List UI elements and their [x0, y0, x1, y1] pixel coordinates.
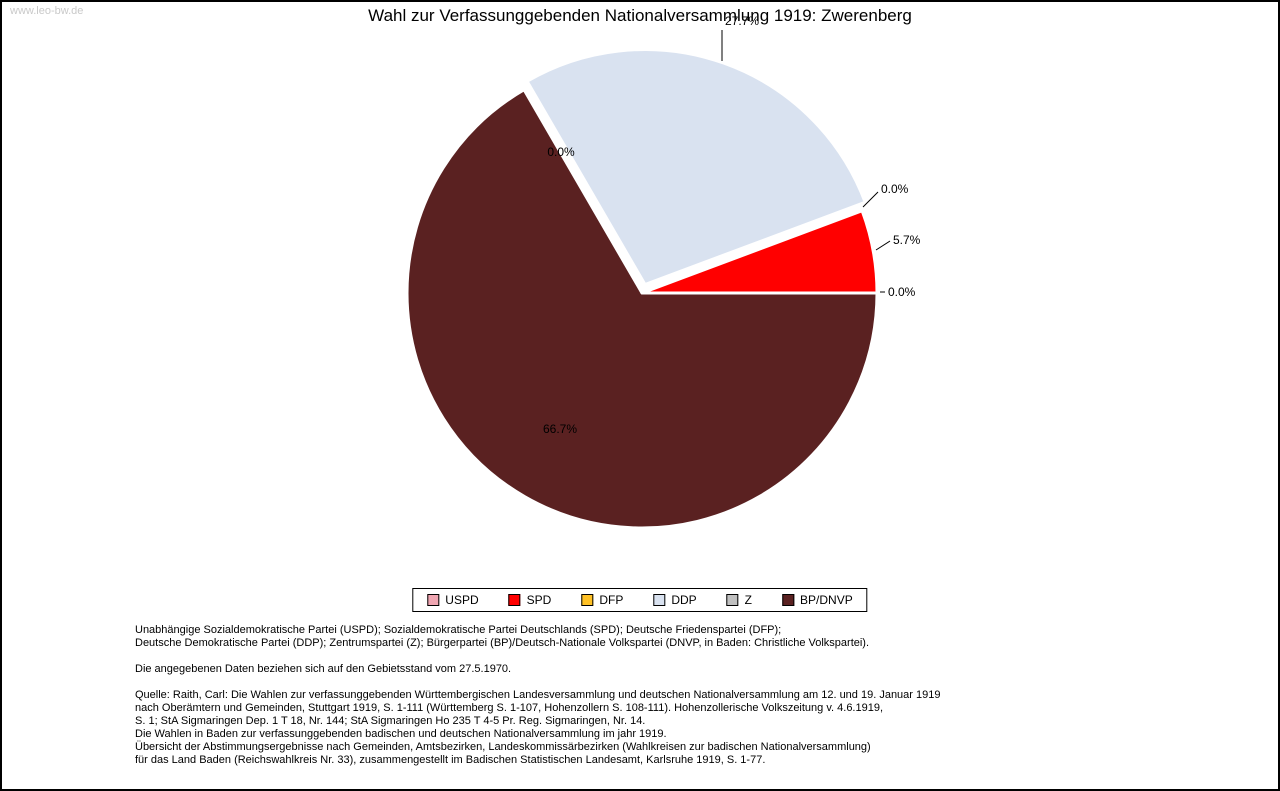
legend-label: Z: [744, 593, 753, 607]
slice-label-uspd: 0.0%: [888, 285, 916, 299]
slice-label-dfp: 0.0%: [881, 182, 909, 196]
source-citation: Quelle: Raith, Carl: Die Wahlen zur verf…: [135, 689, 941, 767]
legend-item-uspd: USPD: [427, 593, 479, 607]
label-leader-line: [862, 191, 879, 208]
slice-label-bp-dnvp: 66.7%: [543, 422, 577, 436]
legend-swatch-icon: [427, 594, 440, 606]
pie-slice-ddp: [525, 48, 867, 287]
legend-label: DDP: [671, 593, 697, 607]
legend-item-ddp: DDP: [653, 593, 697, 607]
note-line: Unabhängige Sozialdemokratische Partei (…: [135, 624, 782, 636]
legend-label: SPD: [526, 593, 552, 607]
slice-label-ddp: 27.7%: [725, 14, 759, 28]
legend-label: DFP: [599, 593, 624, 607]
legend-item-spd: SPD: [508, 593, 552, 607]
party-abbreviation-note: Unabhängige Sozialdemokratische Partei (…: [135, 624, 869, 650]
note-line: nach Oberämtern und Gemeinden, Stuttgart…: [135, 702, 884, 714]
legend-label: BP/DNVP: [800, 593, 853, 607]
note-line: Deutsche Demokratische Partei (DDP); Zen…: [135, 637, 870, 649]
pie-slice-bp-dnvp: [405, 88, 879, 530]
pie-chart: 0.0% 5.7% 0.0% 27.7% 0.0% 66.7%: [405, 14, 921, 530]
note-line: Quelle: Raith, Carl: Die Wahlen zur verf…: [135, 689, 941, 701]
legend-swatch-icon: [653, 594, 666, 606]
note-line: S. 1; StA Sigmaringen Dep. 1 T 18, Nr. 1…: [135, 715, 646, 727]
label-leader-line: [875, 240, 891, 251]
slice-label-z: 0.0%: [547, 145, 575, 159]
legend-swatch-icon: [726, 594, 739, 606]
legend-item-dfp: DFP: [581, 593, 623, 607]
chart-title: Wahl zur Verfassunggebenden Nationalvers…: [368, 6, 912, 25]
legend-item-z: Z: [726, 593, 753, 607]
chart-legend: USPD SPD DFP DDP Z BP/DNVP: [412, 588, 868, 612]
legend-item-bp-dnvp: BP/DNVP: [782, 593, 853, 607]
legend-swatch-icon: [782, 594, 795, 606]
note-line: Die Wahlen in Baden zur verfassunggebend…: [135, 728, 667, 740]
slice-label-spd: 5.7%: [893, 233, 921, 247]
note-line: Übersicht der Abstimmungsergebnisse nach…: [135, 741, 871, 753]
legend-swatch-icon: [581, 594, 594, 606]
legend-swatch-icon: [508, 594, 521, 606]
note-line: für das Land Baden (Reichswahlkreis Nr. …: [135, 754, 766, 766]
territorial-basis-note: Die angegebenen Daten beziehen sich auf …: [135, 663, 512, 675]
legend-label: USPD: [445, 593, 479, 607]
watermark: www.leo-bw.de: [10, 5, 84, 17]
pie-slice-spd: [640, 209, 879, 295]
